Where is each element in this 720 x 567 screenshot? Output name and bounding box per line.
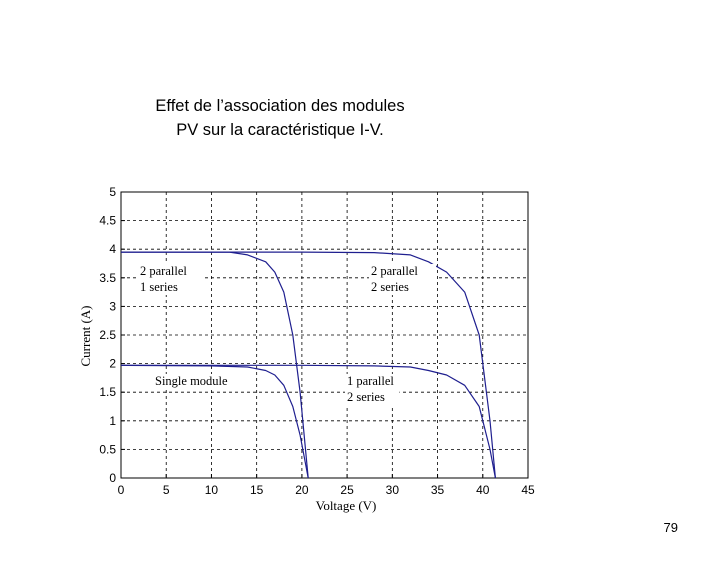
slide-title-line-1: Effet de l’association des modules	[155, 97, 405, 115]
x-tick-label: 35	[431, 483, 445, 497]
x-axis-title: Voltage (V)	[316, 498, 377, 513]
series-line-3	[121, 364, 496, 479]
curve-label: 2 series	[347, 390, 385, 404]
x-tick-label: 20	[295, 483, 309, 497]
series-lines	[120, 251, 496, 479]
series-line-4	[121, 251, 496, 479]
x-tick-label: 25	[340, 483, 354, 497]
y-tick-label: 5	[109, 185, 116, 199]
y-tick-label: 2.5	[99, 328, 116, 342]
slide-title: Effet de l’association des modules PV su…	[130, 94, 430, 142]
y-tick-label: 4	[109, 242, 116, 256]
curve-label-background	[345, 390, 400, 405]
y-axis-title: Current (A)	[78, 305, 93, 366]
curve-label: 1 series	[140, 280, 178, 294]
y-tick-label: 1	[109, 414, 116, 428]
y-tick-label: 2	[109, 357, 116, 371]
y-tick-label: 0.5	[99, 442, 116, 456]
curve-label-background	[369, 264, 436, 279]
y-tick-label: 0	[109, 471, 116, 485]
y-tick-label: 4.5	[99, 214, 116, 228]
series-line-1	[120, 364, 309, 479]
curve-label: 1 parallel	[347, 374, 394, 388]
curve-label-background	[138, 280, 193, 295]
x-tick-label: 30	[386, 483, 400, 497]
y-tick-label: 3.5	[99, 271, 116, 285]
curve-label: 2 parallel	[371, 264, 418, 278]
y-tick-label: 3	[109, 299, 116, 313]
x-tick-label: 45	[521, 483, 535, 497]
curve-labels: Single module 2 parallel 1 series 1 paralle…	[138, 264, 436, 405]
grid-lines	[121, 192, 528, 478]
curve-label: Single module	[155, 374, 228, 388]
curve-label: 2 parallel	[140, 264, 187, 278]
x-tick-label: 5	[163, 483, 170, 497]
curve-label-background	[345, 374, 412, 389]
curve-label-background	[369, 280, 424, 295]
slide-title-line-2: PV sur la caractéristique I-V.	[176, 121, 384, 139]
curve-label-background	[138, 264, 205, 279]
x-tick-label: 15	[250, 483, 264, 497]
x-tick-label: 0	[118, 483, 125, 497]
page-number: 79	[663, 520, 678, 535]
y-tick-label: 1.5	[99, 385, 116, 399]
curve-label: 2 series	[371, 280, 409, 294]
curve-label-background	[153, 374, 239, 389]
x-tick-label: 40	[476, 483, 490, 497]
axis-ticks: 0 5 10 15 20 25 30 35 40 45 0 0.5 1 1.5 2 2.5 3 3.5 4 4.5 5	[99, 185, 535, 497]
x-tick-label: 10	[205, 483, 219, 497]
series-line-2	[121, 251, 309, 479]
